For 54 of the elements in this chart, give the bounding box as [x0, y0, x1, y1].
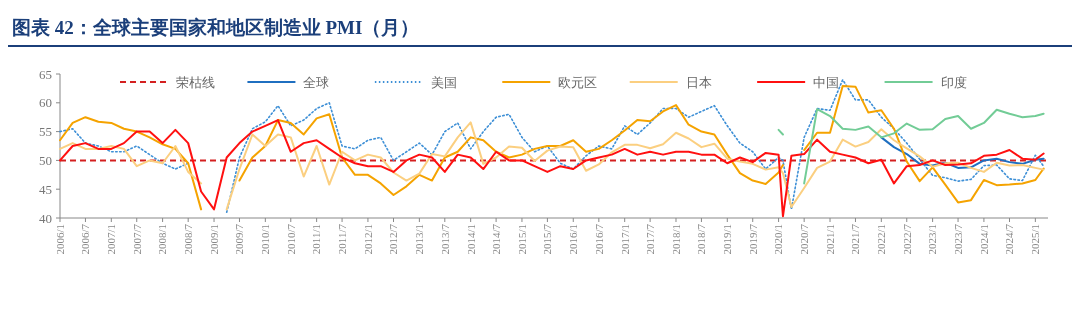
x-tick-label: 2012/7 [387, 223, 400, 255]
x-tick-label: 2009/7 [233, 223, 246, 255]
x-tick-label: 2018/7 [695, 223, 708, 255]
x-tick-label: 2013/7 [438, 223, 451, 255]
x-tick-label: 2011/1 [310, 224, 323, 255]
x-tick-label: 2022/7 [900, 223, 913, 255]
y-tick-label: 60 [39, 95, 52, 111]
x-tick-label: 2010/7 [284, 223, 297, 255]
y-tick-label: 40 [39, 210, 52, 226]
x-tick-label: 2021/7 [849, 223, 862, 255]
x-tick-label: 2007/1 [105, 224, 118, 255]
y-tick-label: 65 [39, 66, 52, 82]
y-tick-label: 50 [39, 152, 52, 168]
x-tick-label: 2023/7 [951, 223, 964, 255]
x-tick-label: 2024/7 [1003, 223, 1016, 255]
x-tick-label: 2024/1 [977, 224, 990, 255]
legend-label: 荣枯线 [176, 74, 215, 90]
line-series [880, 136, 1045, 169]
x-tick-label: 2009/1 [207, 224, 220, 255]
x-tick-label: 2023/1 [926, 224, 939, 255]
x-tick-label: 2019/7 [746, 223, 759, 255]
x-tick-label: 2006/1 [53, 224, 66, 255]
x-tick-label: 2008/7 [182, 223, 195, 255]
legend-label: 全球 [303, 74, 330, 90]
x-tick-label: 2021/1 [823, 224, 836, 255]
x-tick-label: 2013/1 [413, 224, 426, 255]
x-tick-label: 2020/7 [798, 223, 811, 255]
x-tick-label: 2008/1 [156, 224, 169, 255]
x-tick-label: 2016/7 [592, 223, 605, 255]
x-tick-label: 2025/1 [1029, 224, 1042, 255]
x-tick-label: 2018/1 [669, 224, 682, 255]
x-tick-label: 2014/1 [464, 224, 477, 255]
x-tick-label: 2017/1 [618, 224, 631, 255]
x-tick-label: 2017/7 [643, 223, 656, 255]
legend-label: 中国 [813, 74, 840, 90]
x-tick-label: 2019/1 [721, 224, 734, 255]
x-tick-label: 2020/1 [772, 224, 785, 255]
legend-label: 美国 [430, 74, 457, 90]
x-tick-label: 2014/7 [489, 223, 502, 255]
legend-label: 印度 [940, 74, 967, 90]
legend-label: 日本 [685, 74, 712, 90]
chart-title: 图表 42：全球主要国家和地区制造业 PMI（月） [12, 17, 420, 38]
legend-label: 欧元区 [558, 74, 598, 90]
y-tick-label: 45 [39, 181, 52, 197]
y-tick-label: 55 [39, 124, 52, 140]
x-tick-label: 2016/1 [567, 224, 580, 255]
x-tick-label: 2015/1 [515, 224, 528, 255]
x-tick-label: 2010/1 [259, 224, 272, 255]
x-tick-label: 2012/1 [361, 224, 374, 255]
x-tick-label: 2015/7 [541, 223, 554, 255]
x-tick-label: 2006/7 [79, 223, 92, 255]
x-tick-label: 2011/7 [335, 223, 348, 255]
x-tick-label: 2022/1 [875, 224, 888, 255]
x-tick-label: 2007/7 [130, 223, 143, 255]
